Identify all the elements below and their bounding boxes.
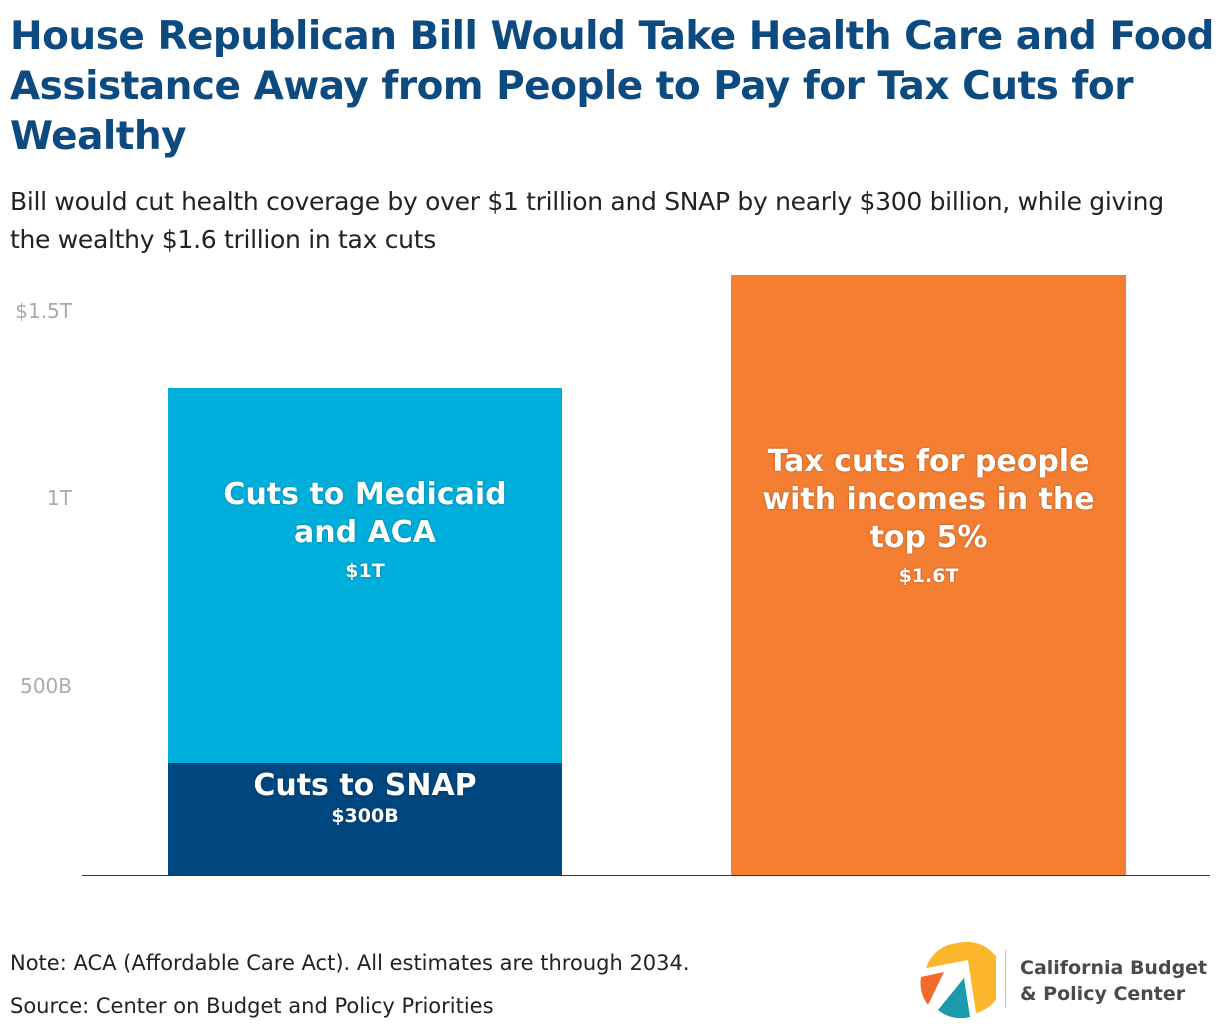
y-tick-label: 1T xyxy=(47,486,72,510)
bar-label: Cuts to Medicaid and ACA $1T xyxy=(168,476,562,582)
bar-segment: Cuts to Medicaid and ACA $1T xyxy=(168,387,562,763)
bar-segment: Cuts to SNAP $300B xyxy=(168,762,562,875)
logo-text: California Budget & Policy Center xyxy=(1020,955,1207,1007)
source: Source: Center on Budget and Policy Prio… xyxy=(10,994,494,1018)
data-label: $1.6T xyxy=(898,565,959,587)
segment-name: Cuts to SNAP xyxy=(253,767,477,803)
chart-subtitle: Bill would cut health coverage by over $… xyxy=(10,187,1164,254)
bar-segment: Tax cuts for people with incomes in the … xyxy=(731,275,1126,875)
segment-name: Tax cuts for people with incomes in the … xyxy=(762,444,1095,555)
logo-line1: California Budget xyxy=(1020,957,1208,979)
y-tick-label: 500B xyxy=(20,673,72,698)
logo-line2: & Policy Center xyxy=(1020,983,1186,1005)
data-label: $300B xyxy=(331,804,399,827)
cbpc-logo-icon xyxy=(920,941,996,1019)
bar-label: Cuts to SNAP $300B xyxy=(168,767,562,827)
segment-name: Cuts to Medicaid and ACA xyxy=(223,476,507,550)
footnote: Note: ACA (Affordable Care Act). All est… xyxy=(10,951,690,975)
chart-title: House Republican Bill Would Take Health … xyxy=(10,14,1214,159)
bar-label: Tax cuts for people with incomes in the … xyxy=(731,443,1126,587)
logo-divider xyxy=(1005,950,1006,1008)
data-label: $1T xyxy=(345,559,385,582)
y-tick-label: $1.5T xyxy=(15,298,72,323)
x-axis-line xyxy=(82,875,1210,876)
